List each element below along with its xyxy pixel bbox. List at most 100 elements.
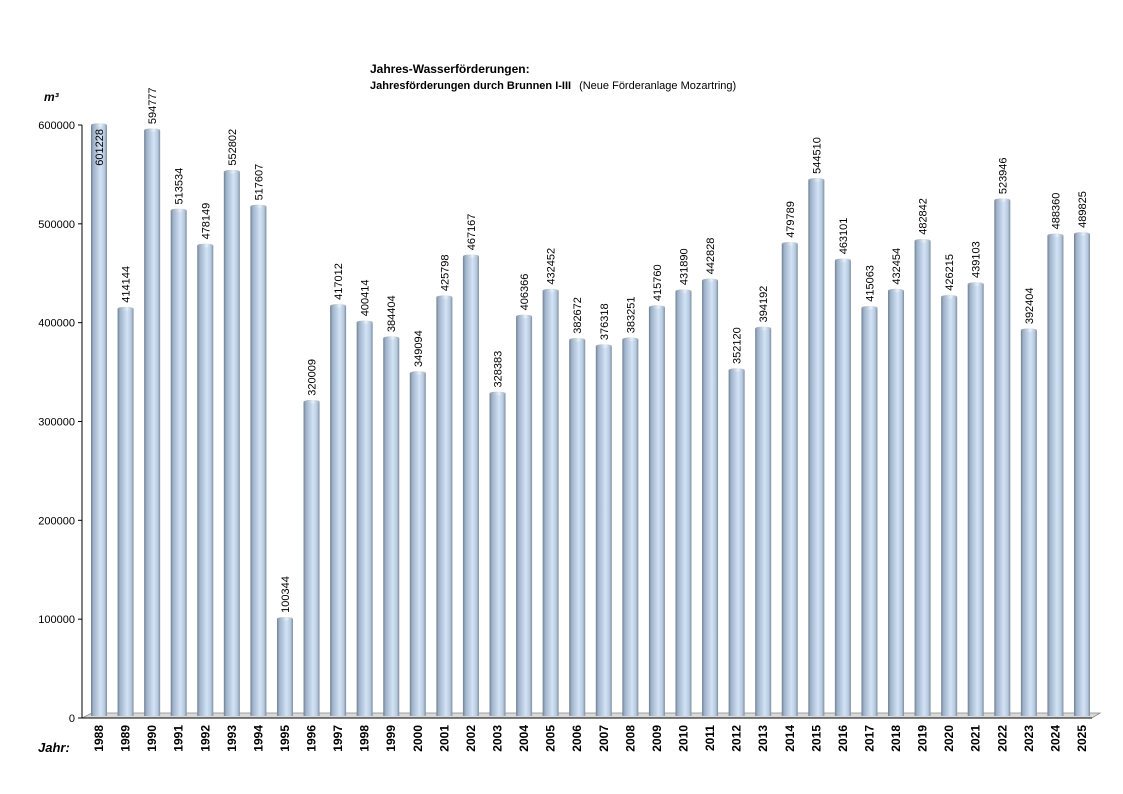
bar-2022 [994, 200, 1011, 717]
x-tick-label: 2000 [411, 725, 425, 752]
x-tick-label: 2021 [969, 725, 983, 752]
bar-cap [144, 128, 161, 132]
y-tick-label: 0 [69, 713, 75, 725]
x-tick-label: 1991 [172, 725, 186, 752]
data-label: 352120 [732, 327, 744, 364]
data-label: 414144 [121, 266, 133, 303]
x-tick-label: 1998 [358, 725, 372, 752]
bar-1996 [303, 401, 320, 716]
data-label: 384404 [386, 295, 398, 332]
x-tick-label: 2011 [703, 725, 717, 751]
bar-1988 [91, 125, 107, 716]
bar-cap [223, 169, 240, 174]
bar-cap [781, 242, 798, 246]
y-tick-label: 400000 [38, 318, 75, 330]
x-tick-label: 2023 [1022, 725, 1036, 752]
data-label: 489825 [1077, 191, 1089, 228]
bar-1994 [250, 206, 267, 716]
bar-cap [197, 243, 214, 248]
x-axis-label: Jahr: [38, 740, 70, 755]
bar-cap [675, 289, 692, 293]
bar-cap [409, 371, 426, 375]
data-label: 601228 [94, 129, 106, 166]
bar-2011 [702, 280, 719, 716]
data-label: 439103 [971, 241, 983, 278]
data-label: 431890 [678, 248, 690, 285]
data-label: 552802 [227, 129, 239, 166]
data-label: 479789 [785, 201, 797, 238]
bar-cap [250, 204, 267, 209]
bar-cap [436, 295, 453, 299]
x-tick-label: 2002 [464, 725, 478, 752]
y-tick-label: 600000 [38, 120, 75, 132]
bar-1997 [330, 305, 347, 716]
bar-cap [91, 123, 107, 127]
bar-1999 [383, 338, 400, 716]
data-label: 544510 [811, 137, 823, 174]
x-tick-label: 1995 [278, 725, 292, 752]
x-tick-label: 2017 [862, 725, 876, 752]
bar-2007 [595, 346, 612, 716]
x-tick-label: 1994 [251, 725, 265, 752]
subtitle-note: (Neue Förderanlage Mozartring) [579, 80, 736, 92]
y-tick-label: 300000 [38, 417, 75, 429]
bar-2024 [1047, 235, 1064, 717]
data-label: 382672 [572, 297, 584, 334]
bar-cap [728, 368, 745, 372]
data-label: 394192 [758, 286, 770, 323]
bar-cap [542, 288, 559, 293]
y-tick-label: 200000 [38, 515, 75, 527]
x-tick-label: 2012 [730, 725, 744, 752]
x-tick-label: 1992 [198, 725, 212, 752]
x-tick-label: 2020 [942, 725, 956, 752]
data-label: 513534 [174, 168, 186, 205]
chart-subtitle: Jahresförderungen durch Brunnen I-III (Ne… [370, 80, 736, 92]
x-tick-label: 2006 [570, 725, 584, 752]
x-tick-label: 2016 [836, 725, 850, 752]
bar-cap [516, 314, 533, 319]
bar-1990 [144, 130, 161, 717]
data-label: 328383 [493, 351, 505, 388]
x-tick-label: 2024 [1048, 725, 1062, 752]
bar-2021 [967, 284, 984, 716]
data-label: 467167 [466, 214, 478, 251]
y-tick-label: 500000 [38, 219, 75, 231]
y-axis-label: m³ [44, 90, 60, 104]
bar-2018 [888, 290, 905, 716]
data-label: 415063 [864, 265, 876, 302]
data-label: 100344 [280, 576, 292, 613]
bar-2000 [409, 372, 426, 716]
bar-2001 [436, 297, 453, 716]
bar-2020 [941, 296, 958, 716]
x-tick-label: 2003 [491, 725, 505, 752]
data-label: 417012 [333, 263, 345, 300]
data-label: 400414 [360, 280, 372, 317]
bar-cap [303, 399, 320, 404]
bar-cap [1020, 328, 1037, 332]
x-tick-label: 2013 [756, 725, 770, 752]
x-tick-label: 2019 [916, 725, 930, 752]
x-tick-label: 2005 [544, 725, 558, 752]
bar-2002 [462, 256, 479, 716]
bar-2016 [834, 260, 851, 716]
bar-1989 [117, 308, 134, 716]
bar-cap [170, 208, 187, 213]
x-tick-label: 2018 [889, 725, 903, 752]
bar-1995 [276, 618, 293, 716]
bar-cap [994, 198, 1011, 202]
bar-cap [276, 617, 293, 621]
bar-cap [1047, 233, 1064, 238]
data-label: 383251 [625, 297, 637, 334]
bar-1991 [170, 210, 187, 717]
x-tick-label: 1988 [92, 725, 106, 752]
bar-2009 [648, 307, 665, 716]
data-label: 432452 [546, 248, 558, 285]
x-tick-label: 2009 [650, 725, 664, 752]
data-label: 594777 [147, 87, 159, 124]
data-label: 463101 [838, 218, 850, 255]
bar-cap [702, 278, 719, 283]
bar-cap [967, 282, 984, 286]
bar-2025 [1074, 233, 1090, 716]
bar-cap [117, 306, 134, 311]
x-tick-label: 2001 [437, 725, 451, 752]
